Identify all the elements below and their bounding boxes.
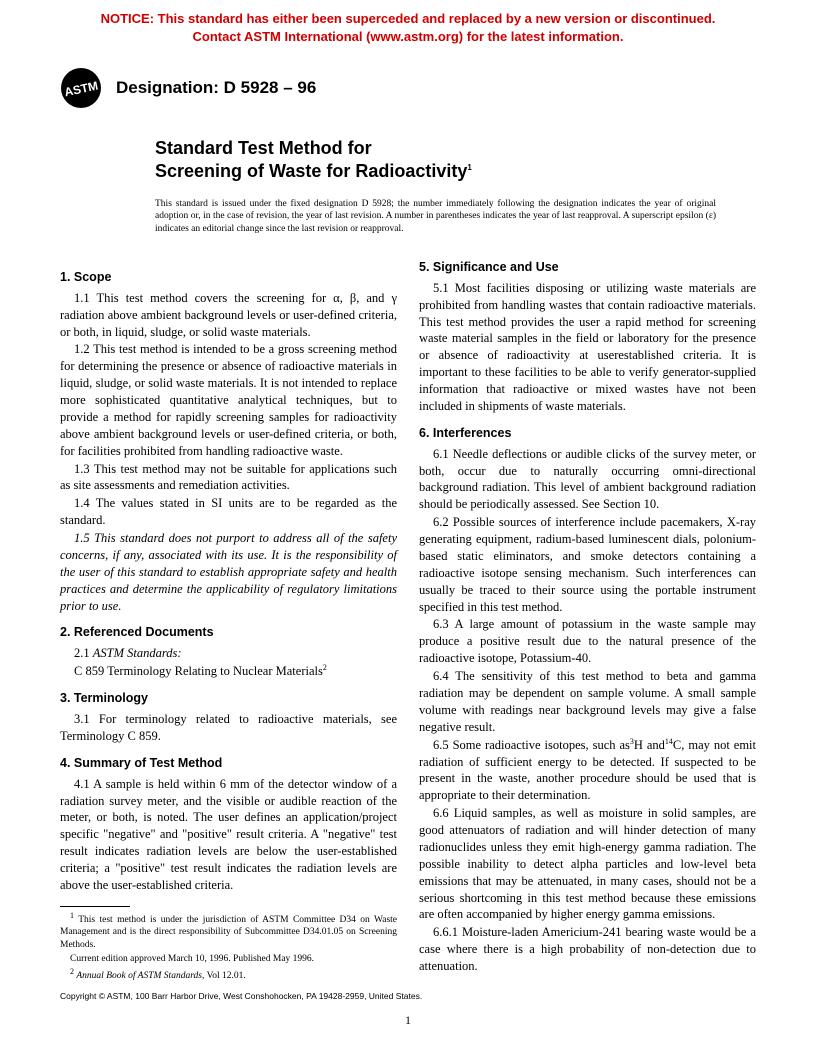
footnote-2: 2 Annual Book of ASTM Standards, Vol 12.…	[60, 967, 397, 983]
notice-banner: NOTICE: This standard has either been su…	[0, 0, 816, 49]
title-superscript: 1	[467, 163, 471, 172]
para-5-1: 5.1 Most facilities disposing or utilizi…	[419, 280, 756, 415]
para-6-5: 6.5 Some radioactive isotopes, such as3H…	[419, 737, 756, 805]
section-5-heading: 5. Significance and Use	[419, 259, 756, 276]
para-1-1: 1.1 This test method covers the screenin…	[60, 290, 397, 341]
title-line-1: Standard Test Method for	[155, 138, 372, 158]
copyright-line: Copyright © ASTM, 100 Barr Harbor Drive,…	[60, 991, 422, 1002]
para-4-1: 4.1 A sample is held within 6 mm of the …	[60, 776, 397, 894]
para-1-5: 1.5 This standard does not purport to ad…	[60, 530, 397, 614]
para-3-1: 3.1 For terminology related to radioacti…	[60, 711, 397, 745]
astm-logo-icon: ASTM	[60, 67, 102, 109]
para-6-1: 6.1 Needle deflections or audible clicks…	[419, 446, 756, 514]
body-columns: 1. Scope 1.1 This test method covers the…	[0, 253, 816, 984]
ref-c859-text: C 859 Terminology Relating to Nuclear Ma…	[74, 664, 323, 678]
footnote-1b: Current edition approved March 10, 1996.…	[60, 953, 397, 965]
para-6-3: 6.3 A large amount of potassium in the w…	[419, 616, 756, 667]
footnote-2c: , Vol 12.01.	[202, 972, 246, 982]
section-2-heading: 2. Referenced Documents	[60, 624, 397, 641]
footnotes-block: 1 This test method is under the jurisdic…	[60, 906, 397, 983]
notice-line-2: Contact ASTM International (www.astm.org…	[193, 29, 624, 44]
para-6-6: 6.6 Liquid samples, as well as moisture …	[419, 805, 756, 923]
section-6-heading: 6. Interferences	[419, 425, 756, 442]
para-2-1: 2.1 ASTM Standards:	[60, 645, 397, 662]
para-2-1-num: 2.1	[74, 646, 93, 660]
para-6-5-b: H and	[634, 738, 665, 752]
section-3-heading: 3. Terminology	[60, 690, 397, 707]
ref-c859: C 859 Terminology Relating to Nuclear Ma…	[60, 663, 397, 680]
para-6-2: 6.2 Possible sources of interference inc…	[419, 514, 756, 615]
para-2-1-label: ASTM Standards:	[93, 646, 182, 660]
designation-text: Designation: D 5928 – 96	[116, 77, 316, 100]
header-row: ASTM Designation: D 5928 – 96	[0, 49, 816, 109]
para-6-4: 6.4 The sensitivity of this test method …	[419, 668, 756, 736]
title-line-2: Screening of Waste for Radioactivity	[155, 161, 467, 181]
para-6-5-sup2: 14	[665, 737, 673, 746]
footnote-1: 1 This test method is under the jurisdic…	[60, 911, 397, 951]
para-1-2: 1.2 This test method is intended to be a…	[60, 341, 397, 459]
ref-c859-sup: 2	[323, 663, 327, 672]
para-1-3: 1.3 This test method may not be suitable…	[60, 461, 397, 495]
para-6-6-1: 6.6.1 Moisture-laden Americium-241 beari…	[419, 924, 756, 975]
document-title: Standard Test Method for Screening of Wa…	[0, 109, 816, 192]
page-number: 1	[0, 1012, 816, 1028]
notice-line-1: NOTICE: This standard has either been su…	[101, 11, 716, 26]
section-1-heading: 1. Scope	[60, 269, 397, 286]
footnote-rule	[60, 906, 130, 907]
footnote-2b: Annual Book of ASTM Standards	[76, 972, 202, 982]
para-1-4: 1.4 The values stated in SI units are to…	[60, 495, 397, 529]
issuance-note: This standard is issued under the fixed …	[0, 192, 816, 253]
section-4-heading: 4. Summary of Test Method	[60, 755, 397, 772]
footnote-1-text: This test method is under the jurisdicti…	[60, 915, 397, 950]
para-6-5-a: 6.5 Some radioactive isotopes, such as	[433, 738, 630, 752]
footnotes: 1 This test method is under the jurisdic…	[60, 911, 397, 983]
